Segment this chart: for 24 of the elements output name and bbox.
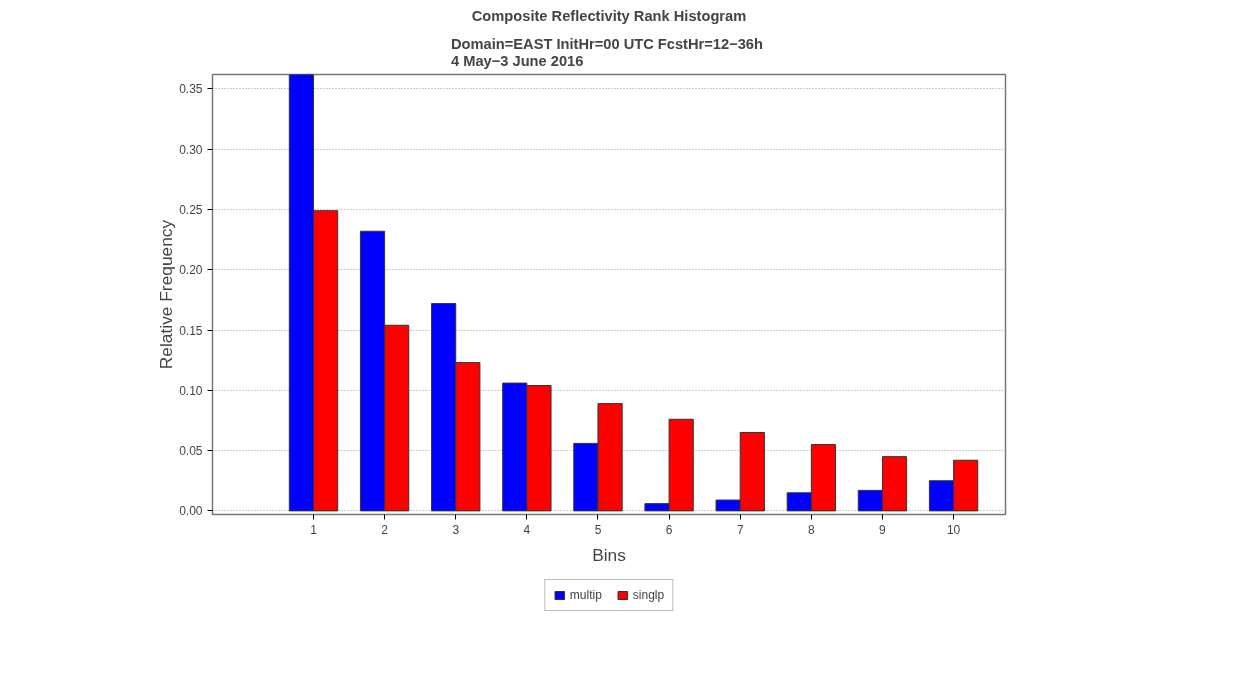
x-tick-label: 7 xyxy=(736,522,744,537)
x-tick-label: 10 xyxy=(946,522,961,537)
x-tick-label: 4 xyxy=(523,522,531,537)
y-tick-label: 0.10 xyxy=(179,383,203,398)
chart-title: Composite Reflectivity Rank Histogram xyxy=(471,7,747,24)
x-tick-label: 9 xyxy=(879,522,887,537)
y-tick-label: 0.20 xyxy=(179,263,203,278)
legend-label: singlp xyxy=(632,587,665,602)
y-axis-title: Relative Frequency xyxy=(156,219,177,370)
x-tick-label: 3 xyxy=(452,522,460,537)
y-tick-label: 0.35 xyxy=(179,82,203,97)
y-tick-label: 0.00 xyxy=(179,504,203,519)
legend-label: multip xyxy=(569,587,602,602)
chart-subtitle: Domain=EAST InitHr=00 UTC FcstHr=12−36h 4 May−3 June 2016 xyxy=(450,35,763,70)
x-axis-title: Bins xyxy=(592,544,627,565)
y-tick-label: 0.15 xyxy=(179,323,203,338)
x-tick-label: 8 xyxy=(808,522,815,537)
y-tick-label: 0.05 xyxy=(179,444,203,459)
x-tick-label: 2 xyxy=(381,522,389,537)
x-tick-label: 1 xyxy=(310,522,318,537)
y-tick-label: 0.30 xyxy=(179,142,203,157)
y-tick-label: 0.25 xyxy=(179,203,203,218)
x-tick-label: 5 xyxy=(594,522,602,537)
x-tick-label: 6 xyxy=(665,522,673,537)
